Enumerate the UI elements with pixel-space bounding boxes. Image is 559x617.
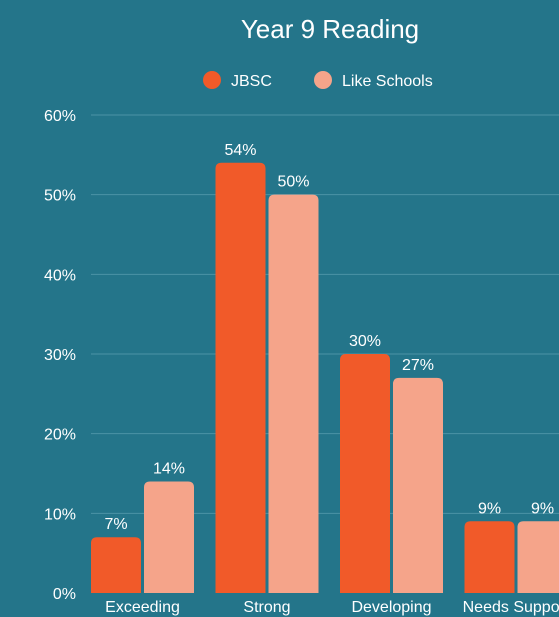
bar-value-label: 54% <box>224 142 256 159</box>
bar-like-schools-needs-support <box>517 521 559 593</box>
bar-like-schools-developing <box>393 377 443 593</box>
bar-like-schools-exceeding <box>144 481 194 593</box>
value-labels: 7% 14% 54% 50% 30% 27% 9% 9% <box>104 142 554 533</box>
bar-like-schools-strong <box>268 194 319 593</box>
legend-swatch-jbsc <box>203 71 221 89</box>
y-tick-label: 30% <box>44 347 76 364</box>
y-tick-label: 60% <box>44 108 76 125</box>
legend-label: Like Schools <box>342 73 433 90</box>
y-tick-label: 40% <box>44 267 76 284</box>
x-category-label: Exceeding <box>105 599 180 616</box>
chart-title: Year 9 Reading <box>241 14 419 44</box>
x-category-label: Strong <box>243 599 290 616</box>
legend-swatch-like-schools <box>314 71 332 89</box>
legend-label: JBSC <box>231 73 272 90</box>
bar-value-label: 9% <box>531 500 554 517</box>
chart-bars <box>91 162 559 594</box>
y-tick-label: 10% <box>44 506 76 523</box>
y-tick-label: 50% <box>44 188 76 205</box>
chart-legend: JBSC Like Schools <box>203 71 433 90</box>
y-tick-label: 0% <box>53 586 76 603</box>
bar-value-label: 50% <box>277 174 309 191</box>
chart-grid <box>91 114 559 514</box>
bar-jbsc-strong <box>215 162 266 594</box>
bar-value-label: 27% <box>402 357 434 374</box>
bar-value-label: 14% <box>153 460 185 477</box>
x-category-label: Needs Support <box>463 599 559 616</box>
bar-jbsc-developing <box>340 354 390 593</box>
x-axis: Exceeding Strong Developing Needs Support <box>105 599 559 616</box>
y-axis: 0% 10% 20% 30% 40% 50% 60% <box>44 108 76 603</box>
bar-jbsc-exceeding <box>91 537 141 593</box>
bar-value-label: 9% <box>478 500 501 517</box>
x-category-label: Developing <box>351 599 431 616</box>
bar-jbsc-needs-support <box>464 521 515 593</box>
bar-value-label: 7% <box>104 516 127 533</box>
y-tick-label: 20% <box>44 427 76 444</box>
bar-value-label: 30% <box>349 333 381 350</box>
